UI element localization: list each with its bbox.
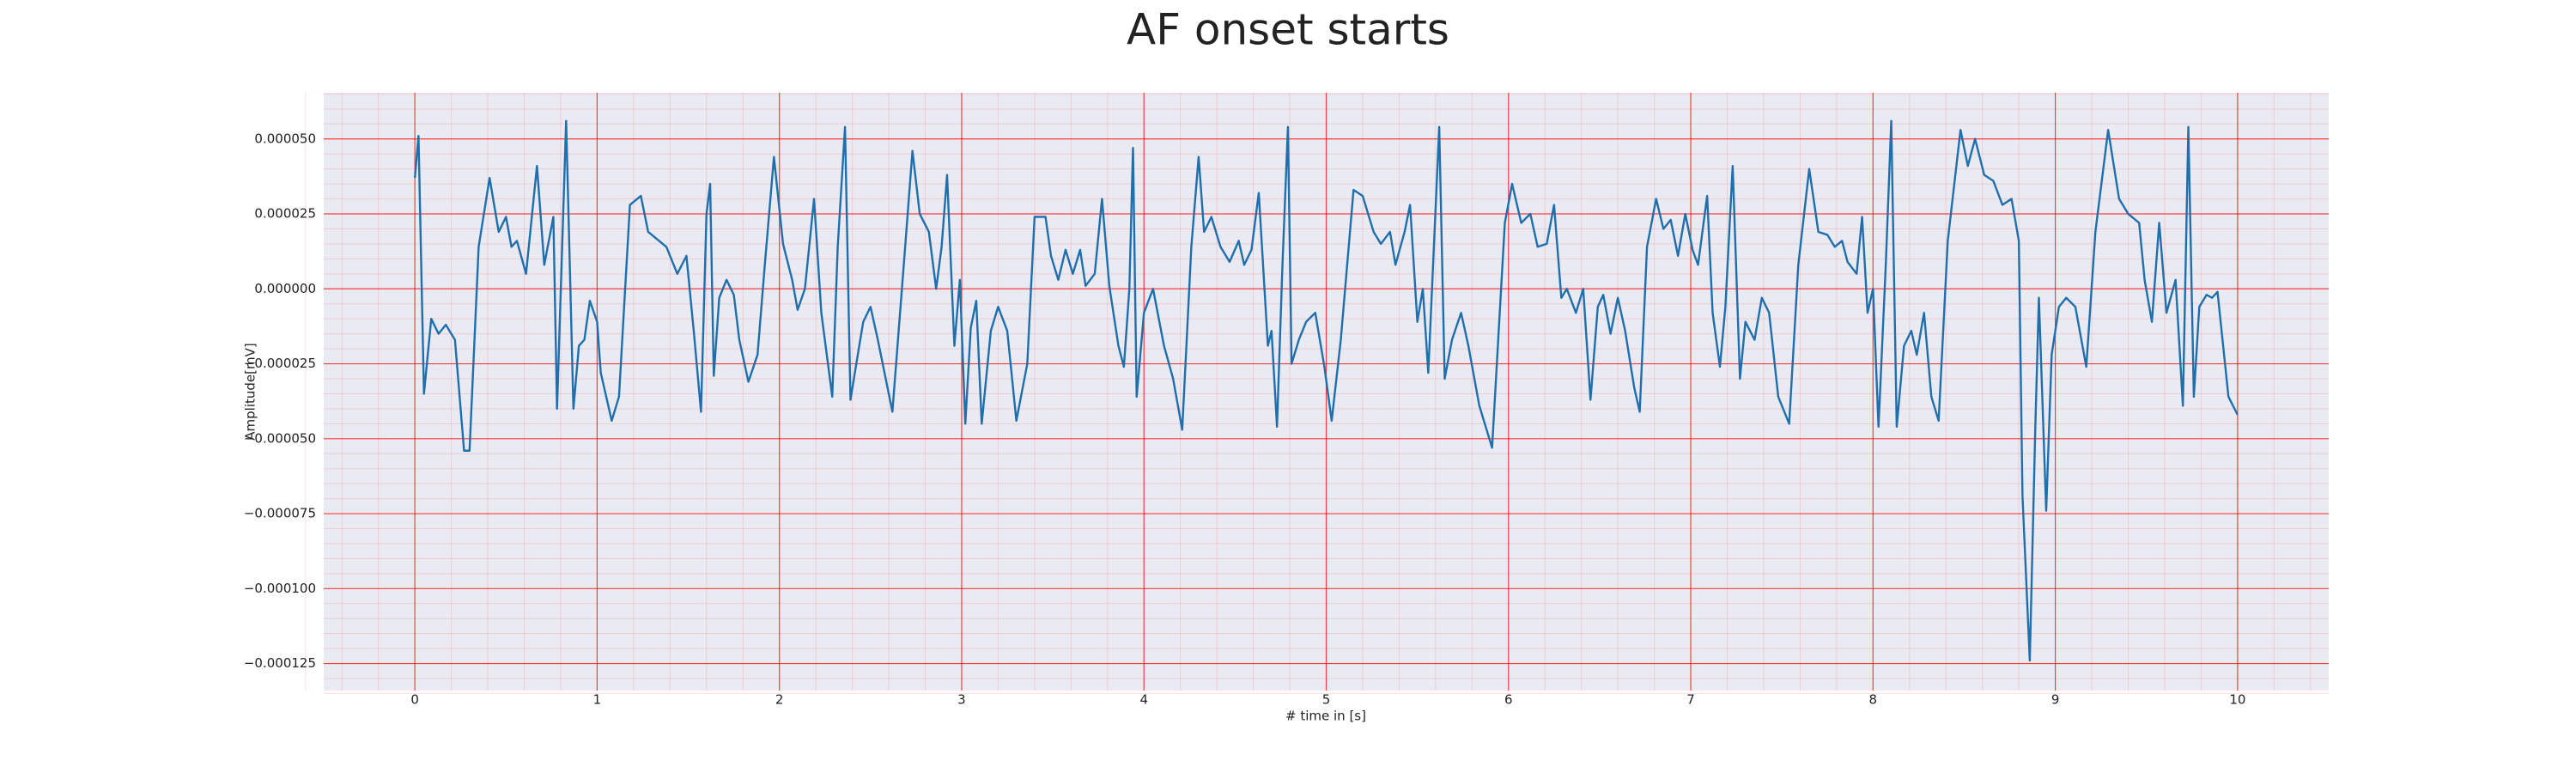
y-axis-label: Amplitude[mV] — [243, 343, 258, 440]
x-tick-label: 1 — [593, 692, 602, 708]
chart-title: AF onset starts — [1127, 5, 1449, 55]
x-tick-label: 10 — [2229, 692, 2245, 708]
marks — [413, 119, 2239, 662]
signal-line — [413, 119, 2239, 662]
y-tick-label: −0.000050 — [244, 430, 316, 446]
x-tick-label: 6 — [1504, 692, 1513, 708]
x-tick-label: 9 — [2051, 692, 2060, 708]
y-tick-label: −0.000125 — [244, 655, 316, 671]
y-tick-label: −0.000100 — [244, 581, 316, 596]
x-tick-label: 0 — [410, 692, 419, 708]
x-tick-label: 3 — [957, 692, 966, 708]
grid — [305, 93, 2329, 694]
y-tick-label: 0.000025 — [254, 206, 316, 222]
y-tick-label: 0.000000 — [254, 281, 316, 296]
x-tick-label: 8 — [1869, 692, 1878, 708]
x-tick-label: 7 — [1686, 692, 1695, 708]
x-tick-label: 4 — [1139, 692, 1148, 708]
x-tick-label: 2 — [775, 692, 784, 708]
y-tick-label: −0.000025 — [244, 356, 316, 371]
y-tick-label: 0.000050 — [254, 131, 316, 146]
x-axis-label: # time in [s] — [1285, 709, 1366, 724]
x-tick-label: 5 — [1322, 692, 1331, 708]
y-tick-label: −0.000075 — [244, 506, 316, 521]
